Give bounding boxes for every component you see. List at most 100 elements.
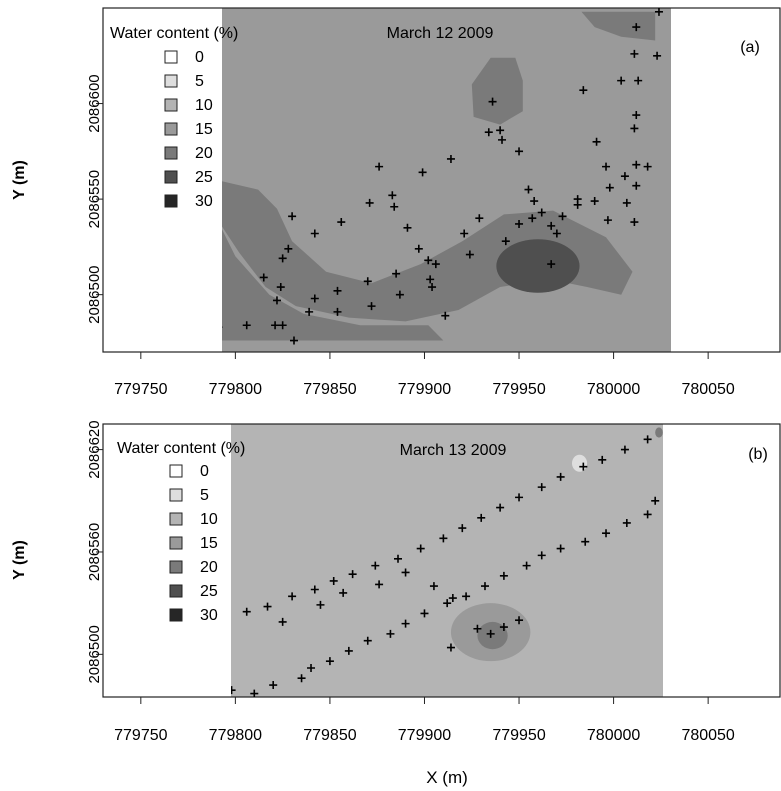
legend-label: 5 [200,487,209,504]
sample-point [579,86,588,95]
y-tick-label: 2086600 [86,74,103,132]
sample-point [414,244,423,253]
sample-point [537,551,546,560]
sample-point [592,137,601,146]
sample-point [598,455,607,464]
sample-point [622,198,631,207]
legend-swatch [164,74,178,88]
sample-point [643,162,652,171]
sample-point [537,483,546,492]
sample-point [473,624,482,633]
x-tick-label: 780000 [587,727,640,744]
legend-label: 15 [200,535,218,552]
legend-label: 30 [195,193,213,210]
sample-point [305,307,314,316]
legend-label: 15 [195,121,213,138]
sample-point [552,229,561,238]
sample-point [617,76,626,85]
sample-point [429,582,438,591]
sample-point [630,49,639,58]
sample-point [501,237,510,246]
y-axis-label: Y (m) [11,540,28,580]
sample-point [499,571,508,580]
sample-point [263,602,272,611]
field-region-5 [496,239,580,293]
sample-point [363,636,372,645]
y-tick-label: 2086620 [86,420,103,478]
sample-point [522,561,531,570]
sample-point [375,162,384,171]
sample-point [269,681,278,690]
sample-point [496,126,505,135]
sample-point [431,260,440,269]
sample-point [390,202,399,211]
legend-label: 5 [195,73,204,90]
field-region-2 [222,229,444,341]
y-axis-label: Y (m) [11,160,28,200]
legend-swatch [169,464,183,478]
sample-point [337,218,346,227]
sample-point [547,260,556,269]
y-tick-label: 2086500 [86,265,103,323]
legend-swatch [164,146,178,160]
y-tick-label: 2086550 [86,170,103,228]
sample-point [278,321,287,330]
sample-point [446,154,455,163]
sample-point [530,197,539,206]
sample-point [344,646,353,655]
sample-point [515,616,524,625]
sample-point [416,544,425,553]
x-tick-label: 779900 [398,381,451,398]
sample-point [231,686,236,695]
sample-points [231,435,660,697]
sample-point [395,290,404,299]
legend-label: 20 [195,145,213,162]
legend-label: 25 [195,169,213,186]
legend-label: 10 [200,511,218,528]
x-axis-label: X (m) [426,768,468,787]
interpolated-field [231,424,663,697]
legend-swatch [169,488,183,502]
sample-point [458,524,467,533]
sample-point [603,216,612,225]
sample-point [556,544,565,553]
panel-date-label: March 13 2009 [400,442,507,459]
sample-point [250,689,259,697]
sample-point [460,229,469,238]
sample-point [480,582,489,591]
sample-point [363,277,372,286]
sample-point [375,580,384,589]
field-region-3 [471,57,523,125]
sample-point [365,198,374,207]
sample-point [630,218,639,227]
sample-point [573,195,582,204]
x-tick-label: 779800 [209,381,262,398]
sample-point [620,172,629,181]
legend-swatch [169,584,183,598]
sample-point [632,23,641,32]
sample-point [602,162,611,171]
sample-point [632,181,641,190]
sample-point [498,135,507,144]
legend-title: Water content (%) [110,25,238,42]
sample-point [272,296,281,305]
sample-point [289,336,298,345]
sample-point [367,302,376,311]
sample-point [488,97,497,106]
sample-point [401,619,410,628]
sample-point [307,663,316,672]
legend-label: 10 [195,97,213,114]
legend-swatch [164,50,178,64]
sample-point [401,568,410,577]
sample-point [392,269,401,278]
sample-point [643,510,652,519]
sample-point [605,183,614,192]
sample-point [622,518,631,527]
x-tick-label: 779900 [398,727,451,744]
sample-point [297,674,306,683]
sample-point [439,534,448,543]
field-region-2 [477,621,508,650]
sample-point [426,275,435,284]
sample-point [333,286,342,295]
sample-point [486,629,495,638]
